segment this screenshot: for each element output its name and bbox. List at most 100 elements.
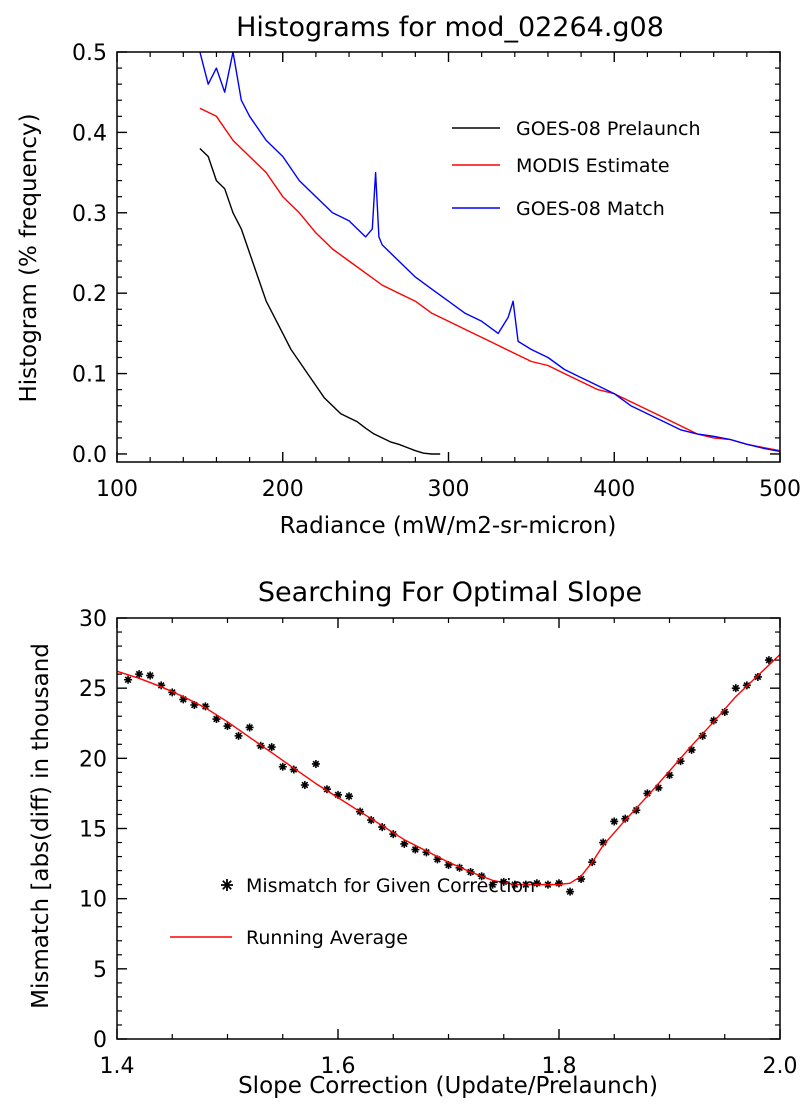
x-tick-label: 1.8 bbox=[542, 1054, 577, 1079]
legend-label: MODIS Estimate bbox=[516, 155, 670, 177]
data-point bbox=[289, 765, 298, 774]
x-tick-label: 300 bbox=[428, 477, 470, 502]
data-point bbox=[400, 839, 409, 848]
data-point bbox=[411, 845, 420, 854]
data-point bbox=[577, 875, 586, 884]
data-point bbox=[632, 806, 641, 815]
series-line-goes-08-prelaunch bbox=[199, 147, 441, 455]
legend-item: GOES-08 Match bbox=[452, 198, 665, 220]
data-point bbox=[643, 789, 652, 798]
y-tick-label: 10 bbox=[79, 888, 107, 913]
data-point bbox=[267, 743, 276, 752]
data-point bbox=[720, 708, 729, 717]
y-tick-label: 15 bbox=[79, 818, 107, 843]
data-point bbox=[322, 785, 331, 794]
data-point bbox=[698, 731, 707, 740]
data-point bbox=[345, 792, 354, 801]
data-point bbox=[488, 880, 497, 889]
plot-frame bbox=[116, 51, 781, 463]
y-tick-label: 0.5 bbox=[72, 41, 107, 66]
data-point bbox=[433, 855, 442, 864]
data-point bbox=[621, 814, 630, 823]
x-tick-label: 1.6 bbox=[321, 1054, 356, 1079]
y-tick-label: 0.4 bbox=[72, 121, 107, 146]
histogram-chart: Histograms for mod_02264.g08 100 200 300 40… bbox=[16, 12, 801, 539]
x-tick-label: 400 bbox=[593, 477, 635, 502]
y-axis-label: Histogram (% frequency) bbox=[16, 113, 42, 402]
data-point bbox=[532, 879, 541, 888]
data-point bbox=[190, 701, 199, 710]
legend: Mismatch for Given Correction Running Ave… bbox=[170, 875, 535, 949]
y-tick-label: 0.3 bbox=[72, 202, 107, 227]
x-axis-ticks: 100 200 300 400 500 bbox=[96, 52, 801, 502]
y-tick-label: 20 bbox=[79, 747, 107, 772]
y-tick-label: 0 bbox=[93, 1028, 107, 1053]
data-point bbox=[367, 816, 376, 825]
legend-item: MODIS Estimate bbox=[452, 155, 670, 177]
data-point bbox=[146, 671, 155, 680]
series-line-modis-estimate bbox=[199, 107, 780, 452]
data-point bbox=[201, 702, 210, 711]
data-point bbox=[422, 848, 431, 857]
data-point bbox=[676, 757, 685, 766]
chart-title: Histograms for mod_02264.g08 bbox=[236, 12, 664, 43]
plot-area bbox=[199, 52, 780, 455]
chart-marks bbox=[199, 52, 780, 455]
plot-area bbox=[117, 653, 780, 896]
legend: GOES-08 Prelaunch MODIS Estimate GOES-08 M… bbox=[452, 118, 701, 220]
legend-item: Running Average bbox=[170, 927, 408, 949]
data-point bbox=[300, 780, 309, 789]
y-axis-label: Mismatch [abs(diff) in thousand bbox=[28, 643, 54, 1009]
data-point bbox=[555, 879, 563, 888]
y-tick-label: 30 bbox=[79, 607, 107, 632]
legend-label: GOES-08 Prelaunch bbox=[516, 118, 701, 140]
legend-label: GOES-08 Match bbox=[516, 198, 665, 220]
data-point bbox=[389, 830, 398, 839]
data-point bbox=[135, 670, 144, 679]
y-tick-label: 0.2 bbox=[72, 282, 107, 307]
legend-label: Mismatch for Given Correction bbox=[246, 875, 535, 897]
x-tick-label: 100 bbox=[96, 477, 138, 502]
data-point bbox=[599, 838, 608, 847]
data-point bbox=[566, 887, 575, 896]
y-tick-label: 0.1 bbox=[72, 363, 107, 388]
slope-search-chart: Searching For Optimal Slope 1.4 1.6 1.8 2.0… bbox=[28, 577, 798, 1099]
series-line-goes-08-match bbox=[199, 52, 780, 453]
data-point bbox=[223, 722, 232, 731]
x-tick-label: 2.0 bbox=[763, 1054, 798, 1079]
x-axis-label: Slope Correction (Update/Prelaunch) bbox=[238, 1073, 658, 1099]
data-point bbox=[665, 771, 674, 780]
y-axis-ticks: 0 5 10 15 20 25 30 bbox=[79, 607, 780, 1053]
y-tick-label: 5 bbox=[93, 958, 107, 983]
data-point bbox=[179, 695, 188, 704]
x-axis-label: Radiance (mW/m2-sr-micron) bbox=[280, 513, 617, 539]
data-point bbox=[654, 783, 663, 792]
data-point bbox=[278, 762, 287, 771]
data-point bbox=[234, 731, 243, 740]
x-tick-label: 1.4 bbox=[100, 1054, 135, 1079]
data-point bbox=[245, 723, 254, 732]
legend-item: Mismatch for Given Correction bbox=[221, 875, 535, 897]
x-tick-label: 200 bbox=[262, 477, 304, 502]
y-tick-label: 25 bbox=[79, 677, 107, 702]
chart-marks bbox=[117, 653, 780, 896]
data-point bbox=[731, 684, 740, 693]
legend-item: GOES-08 Prelaunch bbox=[452, 118, 701, 140]
data-point bbox=[124, 675, 133, 684]
y-tick-label: 0.0 bbox=[72, 443, 107, 468]
data-point bbox=[709, 716, 718, 725]
data-point bbox=[311, 759, 320, 768]
data-point bbox=[687, 745, 696, 754]
legend-label: Running Average bbox=[246, 927, 408, 949]
data-point bbox=[753, 672, 762, 681]
data-point bbox=[444, 860, 453, 869]
legend-marker bbox=[221, 879, 233, 891]
data-point bbox=[334, 790, 342, 799]
chart-title: Searching For Optimal Slope bbox=[258, 577, 642, 608]
data-point bbox=[610, 817, 619, 826]
data-point bbox=[764, 656, 773, 665]
series-line-running-average bbox=[117, 653, 780, 886]
data-point bbox=[157, 681, 166, 690]
x-axis-ticks: 1.4 1.6 1.8 2.0 bbox=[100, 618, 798, 1079]
